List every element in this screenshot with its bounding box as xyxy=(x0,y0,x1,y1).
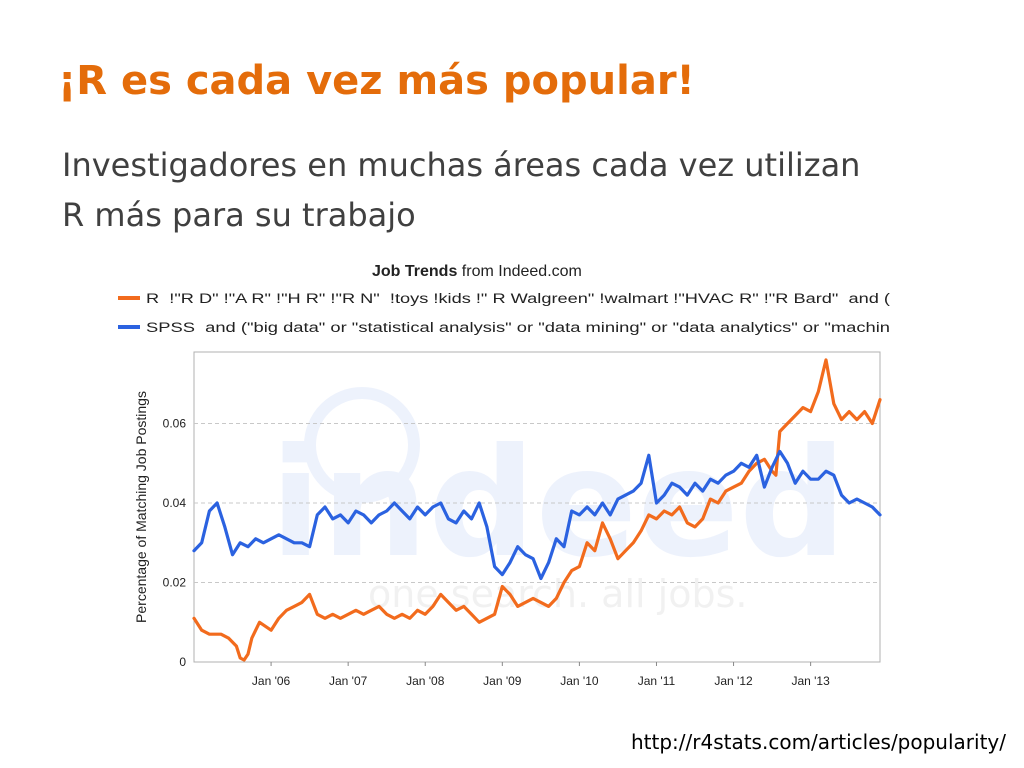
y-tick-label: 0.06 xyxy=(163,417,187,431)
watermark-logo: indeed xyxy=(270,417,846,591)
x-tick-label: Jan '11 xyxy=(638,674,676,688)
axes: 0 0.02 0.04 0.06 Jan '06 Jan '07 Jan '08 Jan '0… xyxy=(163,417,830,688)
subtitle-line-2: R más para su trabajo xyxy=(62,196,416,234)
grid xyxy=(194,423,880,584)
watermark-arc xyxy=(304,387,420,503)
slide-title: ¡R es cada vez más popular! xyxy=(58,58,695,104)
x-tick-label: Jan '08 xyxy=(406,674,445,688)
y-tick-label: 0 xyxy=(179,655,186,669)
x-tick-label: Jan '06 xyxy=(252,674,291,688)
watermark: indeed one search. all jobs. xyxy=(270,387,846,616)
x-tick-label: Jan '10 xyxy=(560,674,599,688)
chart-title-bold: Job Trends xyxy=(372,263,457,280)
job-trends-chart: Job Trends from Indeed.com R !"R D" !"A … xyxy=(100,255,900,695)
chart-legend: R !"R D" !"A R" !"H R" !"R N" !toys !kid… xyxy=(118,291,891,335)
x-tick-label: Jan '13 xyxy=(791,674,830,688)
x-tick-label: Jan '12 xyxy=(714,674,753,688)
series xyxy=(192,358,882,662)
chart-title-rest: from Indeed.com xyxy=(457,263,582,280)
chart-svg: Job Trends from Indeed.com R !"R D" !"A … xyxy=(118,263,891,688)
legend-label-spss: SPSS and ("big data" or "statistical ana… xyxy=(146,320,890,335)
plot-area-border xyxy=(193,351,881,663)
legend-label-r: R !"R D" !"A R" !"H R" !"R N" !toys !kid… xyxy=(146,291,891,306)
series-line-spss xyxy=(192,449,882,581)
subtitle-line-1: Investigadores en muchas áreas cada vez … xyxy=(62,146,861,184)
y-axis-label: Percentage of Matching Job Postings xyxy=(133,391,149,623)
x-tick-label: Jan '09 xyxy=(483,674,522,688)
y-tick-label: 0.02 xyxy=(163,576,187,590)
source-link[interactable]: http://r4stats.com/articles/popularity/ xyxy=(630,730,1006,754)
chart-title: Job Trends from Indeed.com xyxy=(372,263,582,280)
x-tick-label: Jan '07 xyxy=(329,674,368,688)
y-tick-label: 0.04 xyxy=(163,496,187,510)
slide-subtitle: Investigadores en muchas áreas cada vez … xyxy=(62,140,992,240)
